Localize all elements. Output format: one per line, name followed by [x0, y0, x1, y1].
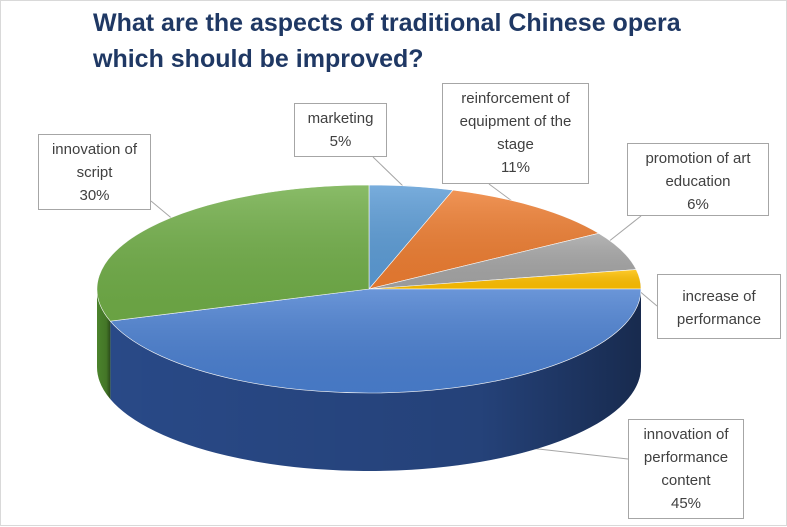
data-label-value: 11% [501, 159, 530, 176]
data-label-promotion: promotion of art education 6% [627, 143, 769, 216]
chart-title-line-2: which should be improved? [93, 45, 424, 73]
chart-title: What are the aspects of traditional Chin… [93, 5, 733, 77]
data-label-name-line: increase of [682, 288, 756, 305]
data-label-name-line: promotion of art [645, 150, 751, 167]
data-label-reinforcement: reinforcement of equipment of the stage … [442, 83, 589, 184]
pie-slice-shade-1 [369, 190, 599, 289]
data-label-name-line: innovation of [643, 426, 729, 443]
data-label-name-line: innovation of [51, 141, 138, 158]
pie-tops [96, 184, 642, 394]
data-label-name-line: marketing [307, 110, 374, 127]
data-label-marketing: marketing 5% [294, 103, 387, 157]
data-label-value: 45% [670, 495, 702, 512]
pie-slice-shade-0 [369, 185, 454, 289]
data-label-name-line: performance [676, 311, 762, 328]
data-label-innovation-content: innovation of performance content 45% [628, 419, 744, 519]
pie-slice-shade-5 [96, 185, 369, 322]
data-label-name-line: content [661, 472, 711, 489]
data-label-value: 30% [79, 187, 110, 204]
data-label-value: 5% [329, 133, 352, 150]
data-label-value: 6% [687, 196, 709, 213]
data-label-name-line: performance [643, 449, 729, 466]
data-label-increase: increase of performance [657, 274, 781, 339]
data-label-name-line: stage [497, 136, 534, 153]
data-label-name-line: script [76, 164, 113, 181]
data-label-name-line: equipment of the [459, 113, 572, 130]
data-label-innovation-script: innovation of script 30% [38, 134, 151, 210]
pie-slice-shade-3 [369, 269, 641, 289]
pie-slice-shade-4 [110, 289, 642, 394]
leader-line-0 [372, 156, 405, 188]
pie-side-shade-4 [110, 289, 642, 472]
pie-slice-shade-2 [369, 233, 637, 289]
pie-side-shade-5 [97, 289, 111, 400]
pie-sides [97, 289, 642, 472]
data-label-name-line: reinforcement of [461, 90, 570, 107]
chart-title-line-1: What are the aspects of traditional Chin… [93, 9, 681, 37]
data-label-name-line: education [665, 173, 731, 190]
